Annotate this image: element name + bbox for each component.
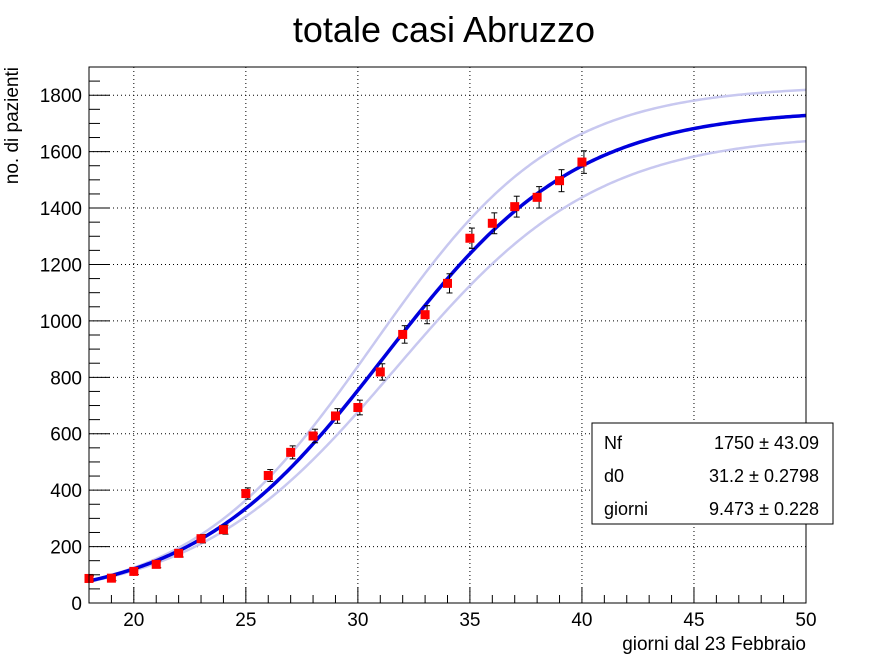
stats-value: 1750 ± 43.09: [714, 433, 819, 453]
data-point: [151, 559, 161, 569]
stats-error-number: 43.09: [774, 433, 819, 453]
x-tick-label: 45: [683, 610, 704, 631]
data-point: [330, 411, 340, 421]
x-tick-label: 20: [123, 610, 144, 631]
stats-plus-minus: ±: [744, 466, 764, 486]
fit-band-lower: [88, 139, 807, 583]
y-tick-label: 400: [50, 481, 82, 502]
stats-value-number: 1750: [714, 433, 754, 453]
data-point: [196, 534, 206, 544]
data-point: [353, 403, 363, 413]
data-point: [129, 566, 139, 576]
data-point: [555, 176, 565, 186]
y-tick-label: 800: [50, 368, 82, 389]
y-tick-label: 600: [50, 425, 82, 446]
y-axis-label: no. di pazienti: [2, 67, 23, 184]
data-point: [398, 329, 408, 339]
fit-curve: [88, 113, 807, 583]
stats-name: d0: [604, 466, 624, 486]
stats-box-frame: [591, 422, 834, 525]
data-point: [577, 157, 587, 167]
data-point: [218, 525, 228, 535]
data-point: [443, 278, 452, 288]
data-point: [174, 548, 184, 558]
data-point: [286, 447, 296, 457]
y-tick-label: 1400: [40, 199, 82, 220]
data-point: [487, 218, 497, 228]
fit-stats-box: Nf 1750 ± 43.09 d0 31.2 ± 0.2798 giorni 9.473…: [591, 422, 834, 525]
x-tick-label: 25: [235, 610, 256, 631]
x-axis-ticks: 20 25 30 35 40 45 50: [88, 587, 817, 631]
stats-plus-minus: ±: [754, 499, 774, 519]
data-point: [241, 489, 251, 499]
y-tick-label: 0: [71, 594, 82, 615]
data-point: [375, 367, 385, 377]
data-point: [308, 431, 318, 441]
stats-error-number: 0.2798: [764, 466, 819, 486]
fit-bands: [88, 88, 807, 583]
stats-value: 31.2 ± 0.2798: [709, 466, 819, 486]
data-point: [106, 573, 116, 583]
chart-title: totale casi Abruzzo: [293, 9, 595, 50]
stats-value-number: 31.2: [709, 466, 744, 486]
y-tick-label: 1800: [40, 86, 82, 107]
x-tick-label: 35: [459, 610, 480, 631]
y-axis-ticks: 0 200 400 600 800 1000 1200 1400 1600 1800: [40, 80, 110, 615]
stats-name: Nf: [604, 433, 623, 453]
x-tick-label: 30: [347, 610, 368, 631]
fit-curve-line: [88, 113, 807, 583]
y-tick-label: 1000: [40, 312, 82, 333]
stats-value: 9.473 ± 0.228: [709, 499, 819, 519]
stats-name: giorni: [604, 499, 648, 519]
y-tick-label: 1600: [40, 143, 82, 164]
stats-value-number: 9.473: [709, 499, 754, 519]
stats-plus-minus: ±: [754, 433, 774, 453]
stats-error-number: 0.228: [774, 499, 819, 519]
data-point: [510, 202, 520, 212]
data-point: [263, 470, 273, 480]
x-axis-label: giorni dal 23 Febbraio: [622, 634, 806, 655]
x-tick-label: 40: [571, 610, 592, 631]
y-tick-label: 1200: [40, 255, 82, 276]
data-point: [420, 310, 430, 320]
data-point: [532, 192, 542, 202]
y-tick-label: 200: [50, 538, 82, 559]
data-point: [465, 233, 475, 243]
fit-band-upper: [88, 88, 807, 582]
x-tick-label: 50: [795, 610, 816, 631]
